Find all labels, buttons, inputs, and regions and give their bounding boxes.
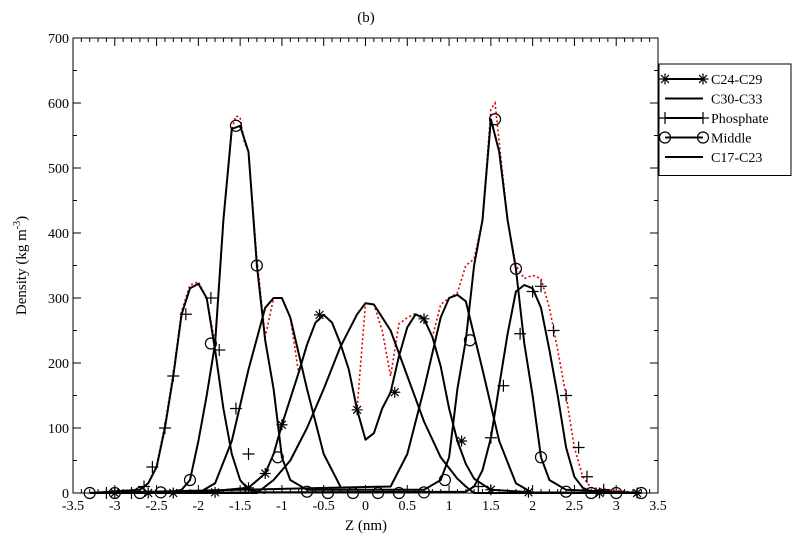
y-tick-label: 300 <box>48 292 69 307</box>
series-layer <box>89 118 642 494</box>
marker-middle <box>229 119 243 132</box>
marker-phosphate <box>179 308 192 321</box>
reference-curves <box>89 100 642 494</box>
x-tick-label: -3.5 <box>62 499 84 514</box>
legend-marker-middle <box>696 131 710 144</box>
marker-c24-c29 <box>276 419 288 431</box>
marker-middle <box>559 485 573 498</box>
marker-phosphate <box>229 402 242 415</box>
marker-phosphate <box>547 324 560 337</box>
marker-c24-c29 <box>418 313 430 325</box>
marker-middle <box>154 486 167 499</box>
x-tick-label: 0 <box>362 499 369 514</box>
y-tick-label: 500 <box>48 162 69 177</box>
marker-middle <box>204 337 217 350</box>
legend-label-phosphate: Phosphate <box>711 112 769 127</box>
x-tick-label: 2 <box>529 499 536 514</box>
marker-middle <box>250 259 263 272</box>
marker-middle <box>463 334 477 347</box>
x-tick-label: 1.5 <box>482 499 500 514</box>
y-axis-label-close: ) <box>14 216 30 221</box>
x-tick-label: 2.5 <box>566 499 584 514</box>
marker-c24-c29 <box>351 404 363 416</box>
marker-phosphate <box>138 480 151 493</box>
x-tick-label: -2 <box>193 499 205 514</box>
x-tick-label: -3 <box>109 499 121 514</box>
x-tick-label: 1 <box>446 499 453 514</box>
series-line-phosphate <box>89 282 642 494</box>
marker-middle <box>271 451 284 464</box>
marker-c24-c29 <box>456 435 468 447</box>
legend-marker-phosphate <box>659 112 671 124</box>
marker-phosphate <box>526 285 539 298</box>
marker-c24-c29 <box>243 482 254 494</box>
x-tick-label: 0.5 <box>399 499 417 514</box>
marker-phosphate <box>167 370 180 382</box>
legend-label-middle: Middle <box>711 132 751 147</box>
chart-title: (b) <box>357 10 375 26</box>
x-tick-label: 3.5 <box>649 499 667 514</box>
legend-label-c30-c33: C30-C33 <box>711 93 762 108</box>
marker-phosphate <box>213 344 226 356</box>
y-axis-label-superscript: -3 <box>12 221 23 229</box>
marker-c24-c29 <box>259 468 271 479</box>
series-line-c30-c33 <box>89 302 642 494</box>
series-line-c17-c23 <box>89 293 642 494</box>
marker-phosphate <box>497 379 510 392</box>
y-axis-label: Density (kg m-3) <box>12 216 30 315</box>
marker-middle <box>509 262 523 275</box>
marker-layer <box>83 113 648 500</box>
marker-phosphate <box>158 422 171 434</box>
marker-phosphate <box>204 292 217 304</box>
x-axis-label: Z (nm) <box>345 518 387 534</box>
legend-label-c17-c23: C17-C23 <box>711 151 762 166</box>
marker-phosphate <box>560 389 573 402</box>
y-tick-label: 600 <box>48 97 69 112</box>
legend-marker-phosphate <box>697 112 709 124</box>
marker-middle <box>438 473 451 487</box>
marker-middle <box>417 486 431 499</box>
legend-marker-c24-c29 <box>659 73 671 85</box>
legend-marker-c24-c29 <box>697 73 709 85</box>
x-tick-label: -1 <box>276 499 288 514</box>
axis-ticks: -3.5 -3 -2.5 -2 -1.5 -1 -0.5 0 0.5 1 1.5 2 2.5 3 3.5 0 1… <box>48 32 667 514</box>
y-tick-label: 0 <box>62 487 69 502</box>
legend-marker-middle <box>658 131 672 144</box>
marker-phosphate <box>514 327 527 340</box>
marker-phosphate <box>146 461 159 473</box>
marker-phosphate <box>572 441 585 454</box>
marker-middle <box>183 473 197 487</box>
marker-middle <box>488 113 502 126</box>
x-tick-label: -2.5 <box>145 499 167 514</box>
y-tick-label: 200 <box>48 357 69 372</box>
y-tick-label: 400 <box>48 227 69 242</box>
x-tick-label: 3 <box>613 499 620 514</box>
reference-curve <box>89 100 642 494</box>
y-axis-label-main: Density (kg m <box>14 229 30 315</box>
marker-c24-c29 <box>522 486 534 498</box>
y-tick-label: 700 <box>48 32 69 47</box>
marker-phosphate <box>242 448 255 460</box>
marker-middle <box>300 485 314 498</box>
marker-phosphate <box>535 280 547 293</box>
legend: C24-C29 C30-C33 Phosphate Middle C17-C23 <box>658 63 792 176</box>
x-tick-label: -0.5 <box>313 499 335 514</box>
x-tick-label: -1.5 <box>229 499 251 514</box>
legend-label-c24-c29: C24-C29 <box>711 73 762 88</box>
marker-phosphate <box>484 431 497 444</box>
marker-c24-c29 <box>314 309 326 321</box>
marker-c24-c29 <box>389 386 401 398</box>
marker-phosphate <box>472 480 485 493</box>
y-tick-label: 100 <box>48 422 69 437</box>
marker-phosphate <box>580 470 593 483</box>
marker-middle <box>534 451 548 464</box>
